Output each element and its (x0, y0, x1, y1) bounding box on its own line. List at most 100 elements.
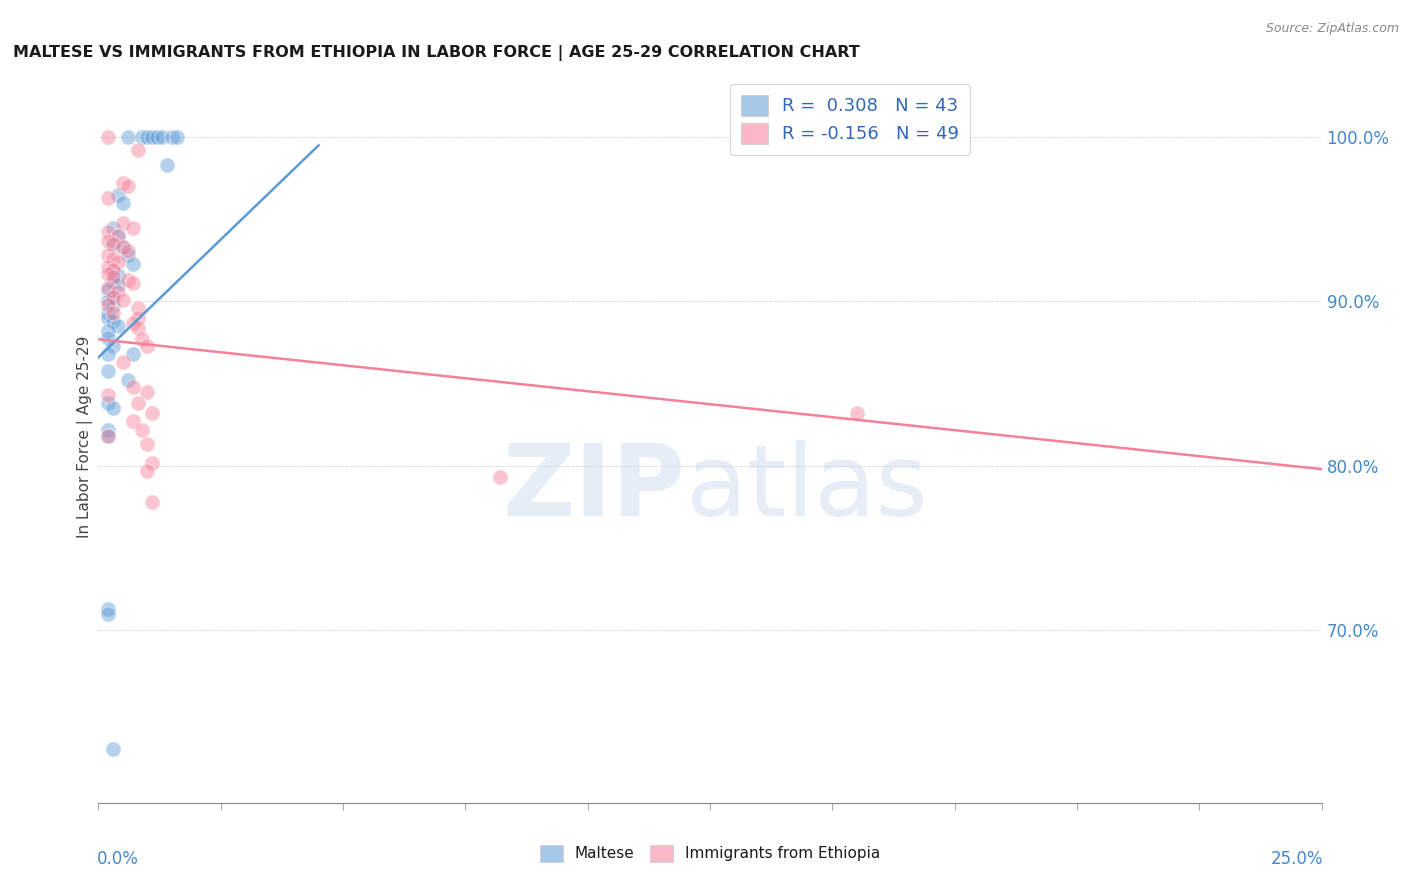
Point (136, 384, 159, 399)
Point (97, 306, 120, 320)
Point (101, 314, 124, 328)
Point (488, 470, 510, 484)
Point (121, 380, 143, 394)
Point (101, 300, 124, 314)
Point (107, 319, 129, 334)
Point (121, 316, 143, 330)
Point (101, 236, 124, 251)
Point (136, 437, 159, 451)
Point (107, 285, 129, 299)
Text: MALTESE VS IMMIGRANTS FROM ETHIOPIA IN LABOR FORCE | AGE 25-29 CORRELATION CHART: MALTESE VS IMMIGRANTS FROM ETHIOPIA IN L… (13, 45, 859, 62)
Point (97, 310, 120, 325)
Point (117, 248, 139, 262)
Point (101, 275, 124, 289)
Point (97, 363, 120, 377)
Point (101, 741, 124, 756)
Point (97, 429, 120, 443)
Point (101, 236, 124, 251)
Point (141, 406, 163, 420)
Point (97, 281, 120, 295)
Text: Source: ZipAtlas.com: Source: ZipAtlas.com (1265, 22, 1399, 36)
Point (121, 277, 143, 291)
Point (107, 228, 129, 243)
Point (136, 130, 159, 145)
Point (141, 130, 163, 145)
Point (127, 320, 149, 334)
Point (121, 347, 143, 361)
Point (117, 179, 139, 194)
Point (97, 607, 120, 621)
Point (111, 240, 134, 254)
Point (131, 423, 153, 437)
Point (146, 130, 169, 145)
Text: 25.0%: 25.0% (1271, 850, 1323, 868)
Point (97, 396, 120, 410)
Point (127, 310, 149, 325)
Point (111, 293, 134, 307)
Point (97, 347, 120, 361)
Legend: Maltese, Immigrants from Ethiopia: Maltese, Immigrants from Ethiopia (534, 838, 886, 868)
Point (127, 396, 149, 410)
Text: atlas: atlas (686, 440, 927, 537)
Point (101, 252, 124, 266)
Point (111, 355, 134, 369)
Point (101, 220, 124, 235)
Point (97, 267, 120, 281)
Point (101, 263, 124, 277)
Point (117, 373, 139, 387)
Point (111, 195, 134, 210)
Point (101, 289, 124, 303)
Point (111, 216, 134, 230)
Point (111, 176, 134, 190)
Point (121, 220, 143, 235)
Point (101, 401, 124, 416)
Point (97, 283, 120, 297)
Point (121, 257, 143, 271)
Point (117, 244, 139, 258)
Point (97, 423, 120, 437)
Text: 0.0%: 0.0% (97, 850, 139, 868)
Point (97, 602, 120, 616)
Point (127, 143, 149, 157)
Point (117, 273, 139, 287)
Point (107, 228, 129, 243)
Point (101, 269, 124, 284)
Text: ZIP: ZIP (503, 440, 686, 537)
Point (107, 255, 129, 269)
Point (97, 298, 120, 312)
Point (97, 324, 120, 338)
Point (156, 158, 179, 172)
Point (160, 130, 183, 145)
Point (107, 268, 129, 282)
Point (107, 278, 129, 293)
Point (97, 248, 120, 262)
Point (97, 331, 120, 345)
Point (131, 332, 153, 346)
Point (845, 406, 868, 420)
Point (136, 339, 159, 353)
Point (127, 301, 149, 315)
Point (166, 130, 188, 145)
Point (97, 260, 120, 274)
Point (97, 388, 120, 402)
Y-axis label: In Labor Force | Age 25-29: In Labor Force | Age 25-29 (77, 336, 93, 538)
Point (97, 429, 120, 443)
Point (117, 130, 139, 145)
Point (101, 289, 124, 303)
Point (131, 130, 153, 145)
Point (111, 240, 134, 254)
Point (141, 456, 163, 470)
Point (97, 226, 120, 240)
Point (101, 306, 124, 320)
Point (97, 294, 120, 309)
Point (101, 339, 124, 353)
Point (136, 464, 159, 478)
Point (150, 130, 173, 145)
Point (97, 234, 120, 248)
Point (101, 265, 124, 279)
Point (107, 187, 129, 202)
Point (121, 414, 143, 428)
Point (97, 191, 120, 205)
Point (97, 130, 120, 145)
Point (141, 495, 163, 509)
